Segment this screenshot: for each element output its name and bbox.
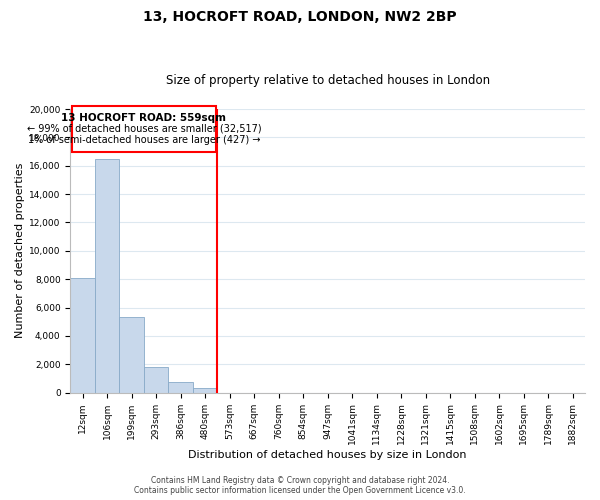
Bar: [169, 382, 193, 392]
Bar: [70, 278, 95, 392]
Bar: [144, 367, 169, 392]
Bar: [119, 318, 144, 392]
Text: 1% of semi-detached houses are larger (427) →: 1% of semi-detached houses are larger (4…: [28, 134, 260, 144]
Title: Size of property relative to detached houses in London: Size of property relative to detached ho…: [166, 74, 490, 87]
Text: 13 HOCROFT ROAD: 559sqm: 13 HOCROFT ROAD: 559sqm: [61, 114, 226, 124]
Text: Contains HM Land Registry data © Crown copyright and database right 2024.
Contai: Contains HM Land Registry data © Crown c…: [134, 476, 466, 495]
Text: 13, HOCROFT ROAD, LONDON, NW2 2BP: 13, HOCROFT ROAD, LONDON, NW2 2BP: [143, 10, 457, 24]
X-axis label: Distribution of detached houses by size in London: Distribution of detached houses by size …: [188, 450, 467, 460]
Bar: [95, 158, 119, 392]
Y-axis label: Number of detached properties: Number of detached properties: [15, 163, 25, 338]
Text: ← 99% of detached houses are smaller (32,517): ← 99% of detached houses are smaller (32…: [26, 123, 261, 133]
Bar: [193, 388, 217, 392]
FancyBboxPatch shape: [71, 106, 216, 152]
